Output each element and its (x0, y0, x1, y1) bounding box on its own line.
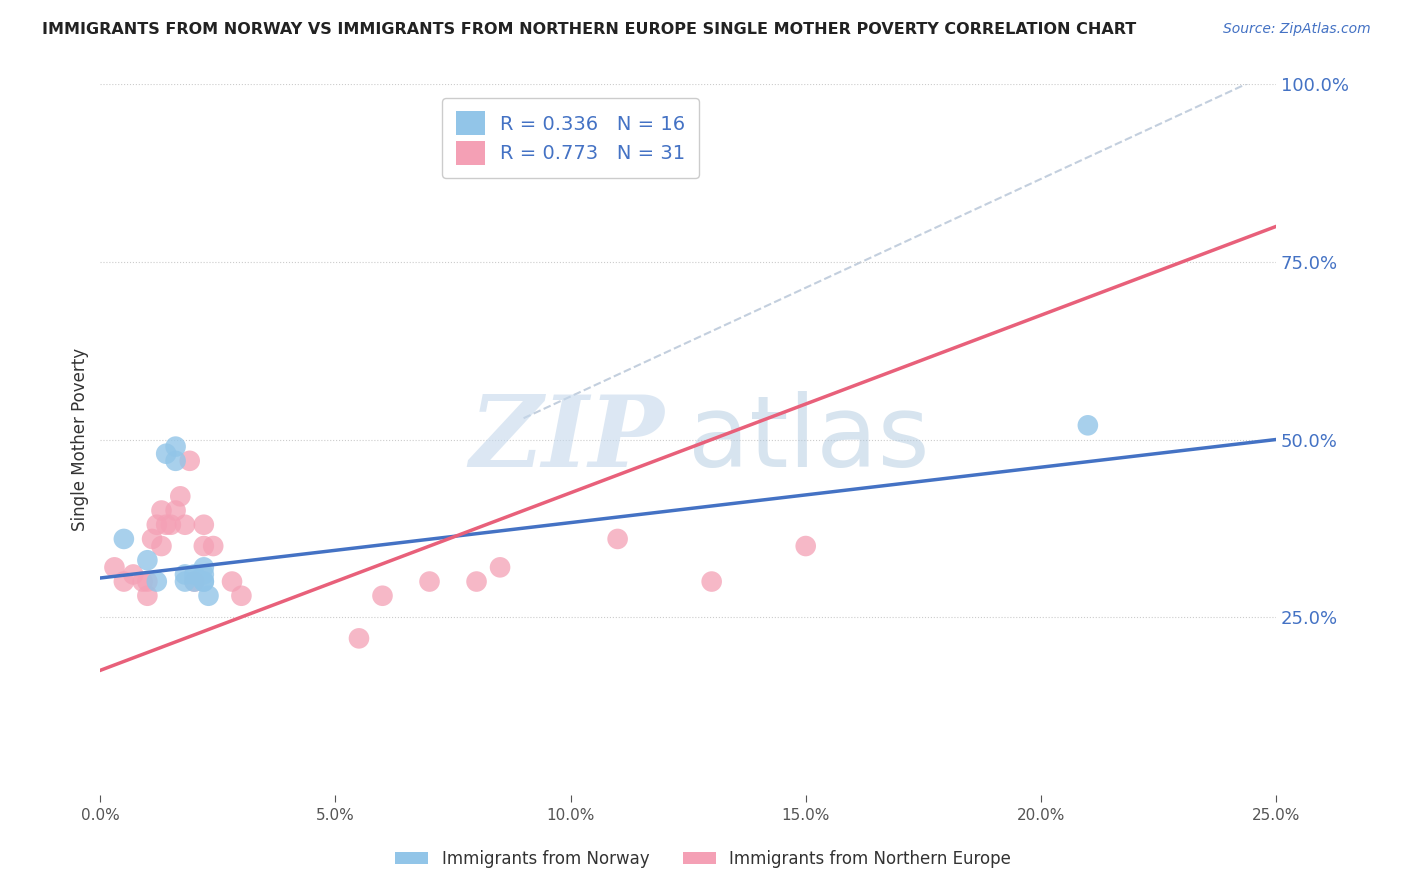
Legend: R = 0.336   N = 16, R = 0.773   N = 31: R = 0.336 N = 16, R = 0.773 N = 31 (441, 98, 699, 178)
Point (465, 574, 488, 589)
Text: IMMIGRANTS FROM NORWAY VS IMMIGRANTS FROM NORTHERN EUROPE SINGLE MOTHER POVERTY : IMMIGRANTS FROM NORWAY VS IMMIGRANTS FRO… (42, 22, 1136, 37)
Point (160, 517, 183, 532)
Point (155, 517, 177, 532)
Point (150, 503, 173, 517)
Point (131, 574, 153, 589)
Point (103, 560, 125, 574)
Point (197, 589, 219, 603)
Point (174, 567, 197, 582)
Point (347, 632, 370, 646)
Point (165, 454, 187, 468)
Point (794, 539, 817, 553)
Point (221, 574, 243, 589)
Point (150, 539, 173, 553)
Point (418, 574, 440, 589)
Point (193, 567, 215, 582)
Point (193, 539, 215, 553)
Y-axis label: Single Mother Poverty: Single Mother Poverty (72, 348, 89, 531)
Point (146, 574, 169, 589)
Point (1077, 63, 1099, 78)
Point (141, 532, 163, 546)
Point (202, 539, 225, 553)
Point (146, 517, 169, 532)
Point (700, 574, 723, 589)
Point (193, 517, 215, 532)
Text: atlas: atlas (688, 391, 929, 488)
Point (122, 567, 145, 582)
Legend: Immigrants from Norway, Immigrants from Northern Europe: Immigrants from Norway, Immigrants from … (388, 844, 1018, 875)
Point (136, 589, 159, 603)
Point (155, 447, 177, 461)
Point (174, 574, 197, 589)
Text: ZIP: ZIP (470, 392, 665, 488)
Point (169, 489, 191, 503)
Point (193, 560, 215, 574)
Point (112, 574, 135, 589)
Point (489, 560, 512, 574)
Point (371, 589, 394, 603)
Point (165, 503, 187, 517)
Point (193, 574, 215, 589)
Point (231, 589, 253, 603)
Point (183, 574, 205, 589)
Point (174, 517, 197, 532)
Point (136, 574, 159, 589)
Point (606, 532, 628, 546)
Point (136, 553, 159, 567)
Point (179, 454, 201, 468)
Point (183, 574, 205, 589)
Point (165, 440, 187, 454)
Point (1077, 418, 1099, 433)
Text: Source: ZipAtlas.com: Source: ZipAtlas.com (1223, 22, 1371, 37)
Point (112, 532, 135, 546)
Point (183, 567, 205, 582)
Point (193, 574, 215, 589)
